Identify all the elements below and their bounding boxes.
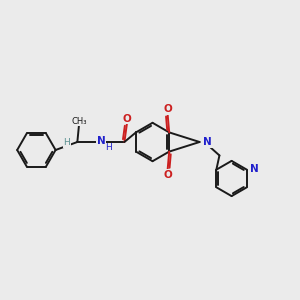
Text: O: O <box>163 104 172 114</box>
Text: O: O <box>163 169 172 180</box>
Text: N: N <box>97 136 105 146</box>
Text: N: N <box>203 137 212 147</box>
Text: H: H <box>105 143 112 152</box>
Text: CH₃: CH₃ <box>71 117 87 126</box>
Text: O: O <box>123 114 131 124</box>
Text: H: H <box>64 138 70 147</box>
Text: N: N <box>250 164 259 174</box>
